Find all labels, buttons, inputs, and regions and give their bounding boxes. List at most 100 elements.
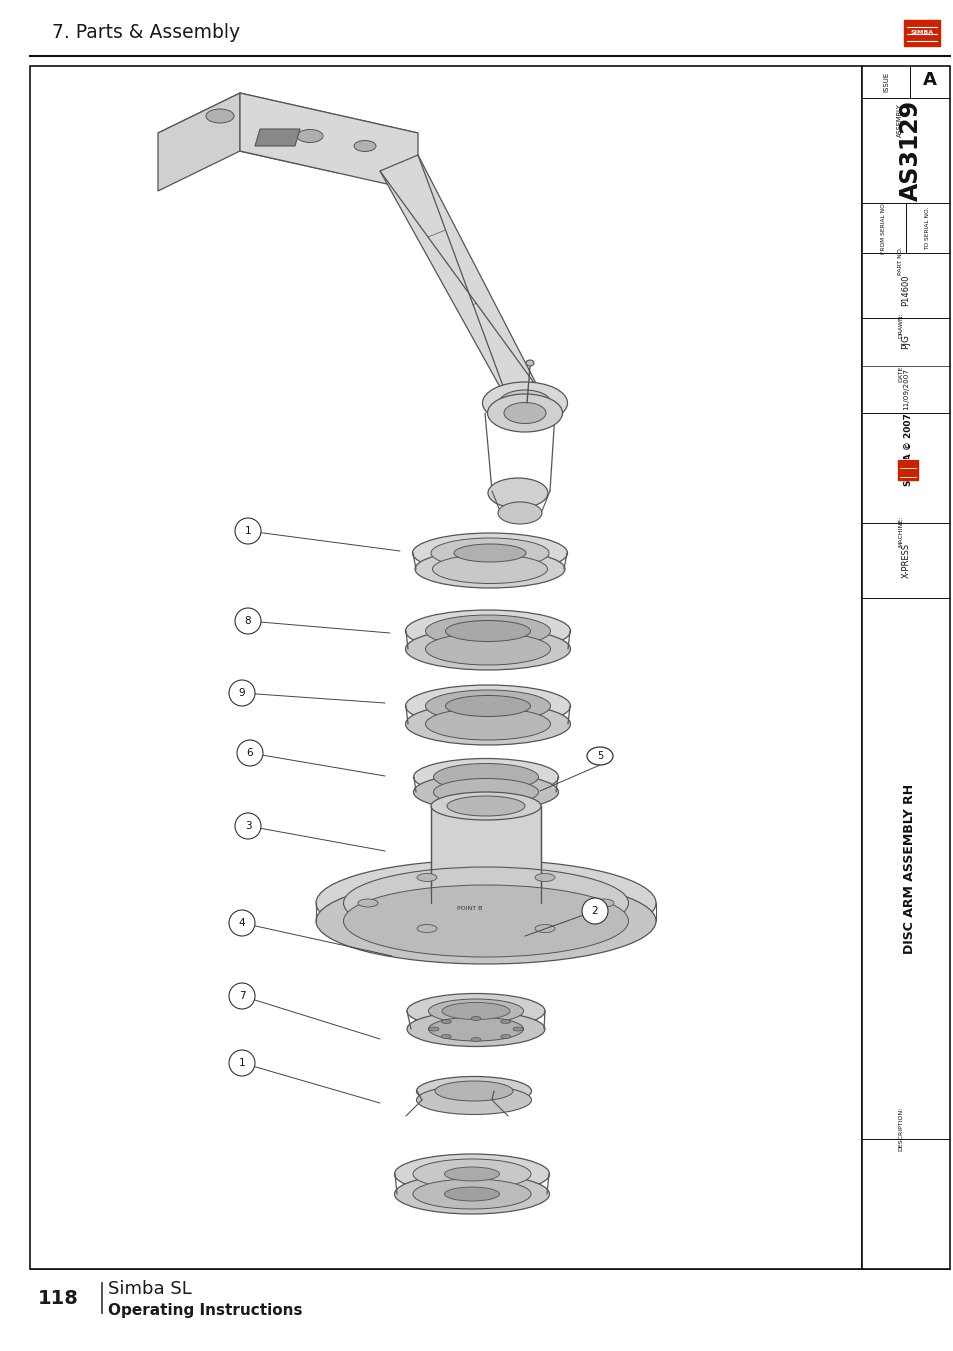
Text: 1: 1 bbox=[238, 1058, 245, 1069]
Ellipse shape bbox=[425, 690, 550, 721]
Text: 11/09/2007: 11/09/2007 bbox=[902, 369, 908, 411]
Text: AS3129: AS3129 bbox=[898, 100, 923, 201]
Text: 6: 6 bbox=[247, 748, 253, 758]
Ellipse shape bbox=[525, 359, 534, 366]
Ellipse shape bbox=[405, 685, 570, 727]
Ellipse shape bbox=[405, 703, 570, 744]
Ellipse shape bbox=[416, 924, 436, 932]
Ellipse shape bbox=[441, 1035, 451, 1039]
Text: Simba SL: Simba SL bbox=[108, 1279, 192, 1298]
Ellipse shape bbox=[431, 792, 540, 820]
Ellipse shape bbox=[343, 867, 628, 939]
Ellipse shape bbox=[432, 554, 547, 584]
Text: DRAWN:: DRAWN: bbox=[898, 312, 902, 338]
Text: 1: 1 bbox=[244, 526, 251, 536]
Text: ASSEMBLY: ASSEMBLY bbox=[896, 104, 902, 138]
Circle shape bbox=[229, 1050, 254, 1075]
Ellipse shape bbox=[354, 141, 375, 151]
Ellipse shape bbox=[395, 1154, 549, 1194]
Text: SIMBA: SIMBA bbox=[909, 31, 933, 35]
Text: ISSUE: ISSUE bbox=[882, 72, 888, 92]
Ellipse shape bbox=[412, 534, 567, 573]
Ellipse shape bbox=[445, 620, 530, 642]
Circle shape bbox=[236, 740, 263, 766]
Ellipse shape bbox=[405, 628, 570, 670]
Circle shape bbox=[229, 984, 254, 1009]
Text: Operating Instructions: Operating Instructions bbox=[108, 1302, 302, 1317]
Circle shape bbox=[229, 680, 254, 707]
Ellipse shape bbox=[413, 774, 558, 811]
Polygon shape bbox=[240, 93, 417, 190]
Text: FROM SERIAL NO.: FROM SERIAL NO. bbox=[881, 201, 885, 254]
Ellipse shape bbox=[415, 550, 564, 588]
Text: DISC ARM ASSEMBLY RH: DISC ARM ASSEMBLY RH bbox=[902, 784, 916, 954]
Circle shape bbox=[229, 911, 254, 936]
Bar bbox=[862, 66, 949, 1269]
Text: DATE:: DATE: bbox=[898, 363, 902, 382]
Text: PART NO.: PART NO. bbox=[898, 247, 902, 276]
Circle shape bbox=[234, 813, 261, 839]
Ellipse shape bbox=[441, 1002, 510, 1020]
Ellipse shape bbox=[405, 611, 570, 653]
Ellipse shape bbox=[433, 763, 537, 790]
Ellipse shape bbox=[296, 130, 323, 142]
Polygon shape bbox=[158, 93, 417, 173]
Polygon shape bbox=[158, 93, 240, 190]
Text: A: A bbox=[923, 72, 936, 89]
Ellipse shape bbox=[497, 503, 541, 524]
Ellipse shape bbox=[503, 403, 545, 423]
Text: SIMBA © 2007: SIMBA © 2007 bbox=[902, 413, 911, 486]
Ellipse shape bbox=[471, 1016, 480, 1020]
Text: 7: 7 bbox=[238, 992, 245, 1001]
Text: X-PRESS: X-PRESS bbox=[901, 543, 909, 578]
Ellipse shape bbox=[454, 544, 525, 562]
Ellipse shape bbox=[416, 1085, 531, 1115]
Ellipse shape bbox=[395, 1174, 549, 1215]
Ellipse shape bbox=[407, 993, 544, 1028]
Ellipse shape bbox=[498, 390, 551, 416]
Ellipse shape bbox=[535, 874, 555, 881]
Text: 7. Parts & Assembly: 7. Parts & Assembly bbox=[52, 23, 240, 42]
Text: 8: 8 bbox=[244, 616, 251, 626]
Circle shape bbox=[234, 608, 261, 634]
Ellipse shape bbox=[357, 898, 377, 907]
Ellipse shape bbox=[315, 861, 656, 946]
Ellipse shape bbox=[428, 1017, 523, 1042]
Ellipse shape bbox=[482, 382, 567, 424]
Text: 9: 9 bbox=[238, 688, 245, 698]
Text: 118: 118 bbox=[38, 1289, 79, 1309]
Text: POINT B: POINT B bbox=[456, 905, 482, 911]
Ellipse shape bbox=[315, 878, 656, 965]
Text: 5: 5 bbox=[597, 751, 602, 761]
Text: PJG: PJG bbox=[901, 334, 909, 350]
Ellipse shape bbox=[535, 924, 555, 932]
Ellipse shape bbox=[444, 1167, 499, 1181]
Text: TO SERIAL NO.: TO SERIAL NO. bbox=[924, 207, 929, 250]
Ellipse shape bbox=[447, 796, 524, 816]
Ellipse shape bbox=[431, 538, 548, 567]
Ellipse shape bbox=[513, 1027, 522, 1031]
Ellipse shape bbox=[413, 1159, 531, 1189]
Ellipse shape bbox=[487, 394, 562, 432]
Ellipse shape bbox=[488, 478, 547, 508]
Ellipse shape bbox=[407, 1012, 544, 1047]
FancyBboxPatch shape bbox=[903, 20, 939, 46]
Circle shape bbox=[234, 517, 261, 544]
Ellipse shape bbox=[413, 758, 558, 796]
Ellipse shape bbox=[206, 109, 233, 123]
Ellipse shape bbox=[433, 778, 537, 805]
Polygon shape bbox=[431, 807, 540, 902]
Ellipse shape bbox=[445, 696, 530, 716]
Ellipse shape bbox=[428, 998, 523, 1023]
Text: DESCRIPTION:: DESCRIPTION: bbox=[898, 1106, 902, 1151]
Ellipse shape bbox=[586, 747, 613, 765]
Bar bbox=[30, 66, 862, 1269]
Ellipse shape bbox=[435, 1081, 513, 1101]
Text: 2: 2 bbox=[591, 907, 598, 916]
Ellipse shape bbox=[594, 898, 614, 907]
FancyBboxPatch shape bbox=[897, 459, 917, 480]
Ellipse shape bbox=[500, 1035, 510, 1039]
Ellipse shape bbox=[425, 615, 550, 647]
Text: P14600: P14600 bbox=[901, 274, 909, 307]
Ellipse shape bbox=[471, 1038, 480, 1042]
